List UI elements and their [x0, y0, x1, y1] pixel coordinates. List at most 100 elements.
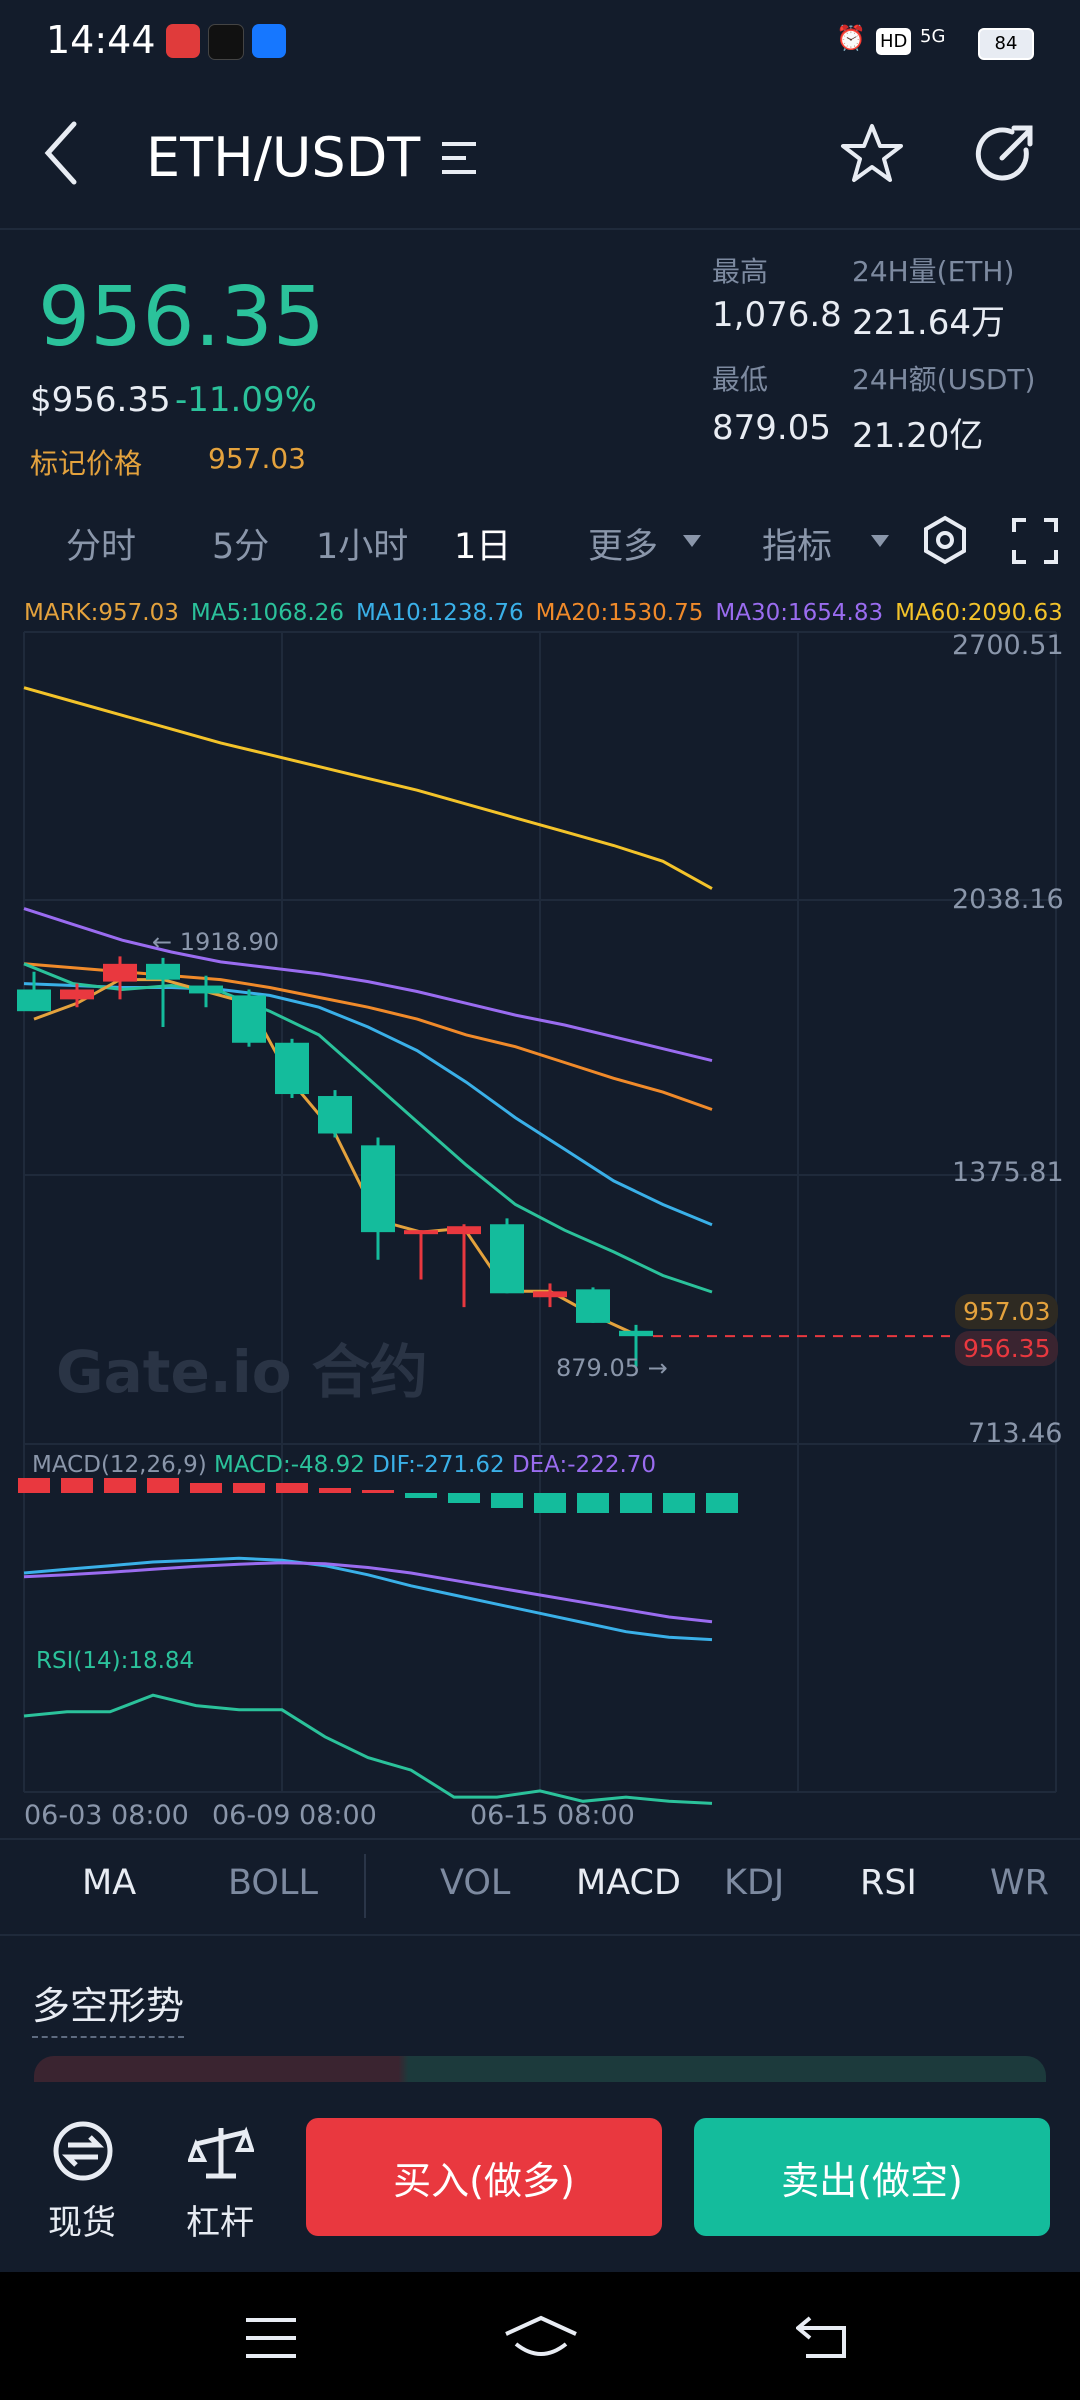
macd-bar [448, 1493, 480, 1503]
legend-ma60: MA60:2090.63 [895, 600, 1063, 626]
candle-body [404, 1230, 438, 1235]
change-percent: -11.09% [175, 380, 317, 420]
tab-1hour[interactable]: 1小时 [316, 527, 409, 567]
legend-mark: MARK:957.03 [24, 600, 179, 626]
leverage-scale-icon[interactable] [188, 2118, 254, 2184]
chart-settings-icon[interactable] [920, 515, 970, 565]
indicator-tab-vol[interactable]: VOL [440, 1863, 511, 1903]
date-axis-label: 06-09 08:00 [212, 1800, 377, 1831]
high-value: 1,076.8 [712, 295, 842, 335]
section-title[interactable]: 多空形势 [32, 1975, 185, 2038]
ma-legend: MARK:957.03 MA5:1068.26 MA10:1238.76 MA20:1… [24, 600, 1075, 626]
candle-body [103, 963, 137, 982]
low-annotation-value: 879.05 [556, 1354, 640, 1382]
indicator-tab-boll[interactable]: BOLL [228, 1863, 318, 1903]
candle-body [146, 963, 180, 980]
macd-bar [577, 1493, 609, 1513]
volume-label: 24H量(ETH) [852, 255, 1015, 288]
spot-exchange-icon[interactable] [50, 2118, 116, 2184]
ma60-line [23, 686, 713, 890]
candle-body [447, 1226, 481, 1235]
favorite-star-icon[interactable] [838, 120, 906, 188]
macd-bar [620, 1493, 652, 1513]
legend-ma30: MA30:1654.83 [715, 600, 884, 626]
macd-value: MACD:-48.92 [214, 1452, 365, 1478]
macd-bar [190, 1483, 222, 1493]
amount-label: 24H额(USDT) [852, 363, 1036, 396]
low-label: 最低 [712, 363, 769, 396]
legend-ma20: MA20:1530.75 [535, 600, 704, 626]
macd-bar [61, 1478, 93, 1493]
mark-price-line [33, 978, 637, 1337]
back-icon[interactable] [42, 118, 82, 188]
date-axis-label: 06-15 08:00 [470, 1800, 635, 1831]
mark-price-value: 957.03 [208, 442, 306, 475]
macd-bar [405, 1493, 437, 1498]
candle-body [17, 989, 51, 1012]
legend-ma10: MA10:1238.76 [355, 600, 524, 626]
tab-5min[interactable]: 5分 [212, 527, 270, 567]
ma5-line [23, 962, 713, 1294]
candle-body [619, 1330, 653, 1337]
macd-bar [362, 1490, 394, 1493]
buy-long-button[interactable]: 买入(做多) [306, 2118, 662, 2236]
share-icon[interactable] [972, 120, 1040, 188]
app-notification-icon [166, 24, 200, 58]
macd-bar [276, 1483, 308, 1493]
tab-indicators[interactable]: 指标 [762, 527, 833, 567]
macd-bar [18, 1478, 50, 1493]
divider [0, 1934, 1080, 1936]
macd-bar [706, 1493, 738, 1513]
price-axis-label: 1375.81 [952, 1157, 1064, 1188]
macd-bar [663, 1493, 695, 1513]
low-value: 879.05 [712, 408, 831, 448]
back-nav-icon[interactable] [796, 2316, 850, 2360]
amount-value: 21.20亿 [852, 416, 984, 456]
menu-icon[interactable] [244, 2316, 298, 2360]
home-icon[interactable] [504, 2314, 578, 2362]
price-axis-label: 2700.51 [952, 630, 1064, 661]
watermark-logo: Gate.io 合约 [56, 1338, 428, 1406]
leverage-label[interactable]: 杠杆 [186, 2203, 254, 2243]
candle-body [533, 1291, 567, 1298]
dif-line [23, 1556, 713, 1642]
dif-value: DIF:-271.62 [372, 1452, 505, 1478]
dea-value: DEA:-222.70 [511, 1452, 657, 1478]
hd-icon: HD [876, 28, 912, 55]
macd-bar [104, 1478, 136, 1493]
candle-body [490, 1224, 524, 1294]
more-chevron-down-icon [683, 535, 701, 547]
tab-1day[interactable]: 1日 [454, 527, 512, 567]
sell-short-button[interactable]: 卖出(做空) [694, 2118, 1050, 2236]
date-axis-label: 06-03 08:00 [24, 1800, 189, 1831]
candle-body [275, 1042, 309, 1095]
indicator-tab-rsi[interactable]: RSI [860, 1863, 917, 1903]
fullscreen-icon[interactable] [1012, 518, 1058, 564]
indicator-tab-macd[interactable]: MACD [576, 1863, 681, 1903]
pair-title[interactable]: ETH/USDT [146, 126, 421, 189]
candle-body [361, 1145, 395, 1233]
macd-bar [147, 1478, 179, 1493]
rsi-line [23, 1693, 713, 1805]
candle-body [60, 989, 94, 1000]
indicator-tab-kdj[interactable]: KDJ [724, 1863, 785, 1903]
ma20-line [23, 962, 713, 1111]
tab-more[interactable]: 更多 [588, 527, 659, 567]
kline-chart[interactable] [0, 620, 1080, 1810]
last-price: 956.35 [38, 270, 325, 365]
volume-value: 221.64万 [852, 303, 1005, 343]
battery-level: 84 [994, 33, 1018, 54]
candle-body [189, 985, 223, 994]
ma30-line [23, 907, 713, 1063]
mark-price-label: 标记价格 [30, 447, 143, 480]
pair-switch-icon[interactable] [440, 138, 480, 178]
spot-label[interactable]: 现货 [48, 2203, 116, 2243]
battery-icon: 84 [978, 28, 1034, 60]
indicator-tab-ma[interactable]: MA [82, 1863, 137, 1903]
alipay-icon [252, 24, 286, 58]
macd-legend: MACD(12,26,9) MACD:-48.92 DIF:-271.62 DE… [32, 1452, 656, 1478]
indicator-tab-wr[interactable]: WR [990, 1863, 1049, 1903]
macd-name: MACD(12,26,9) [32, 1452, 207, 1478]
tab-timeshare[interactable]: 分时 [66, 527, 137, 567]
candle-body [232, 995, 266, 1043]
